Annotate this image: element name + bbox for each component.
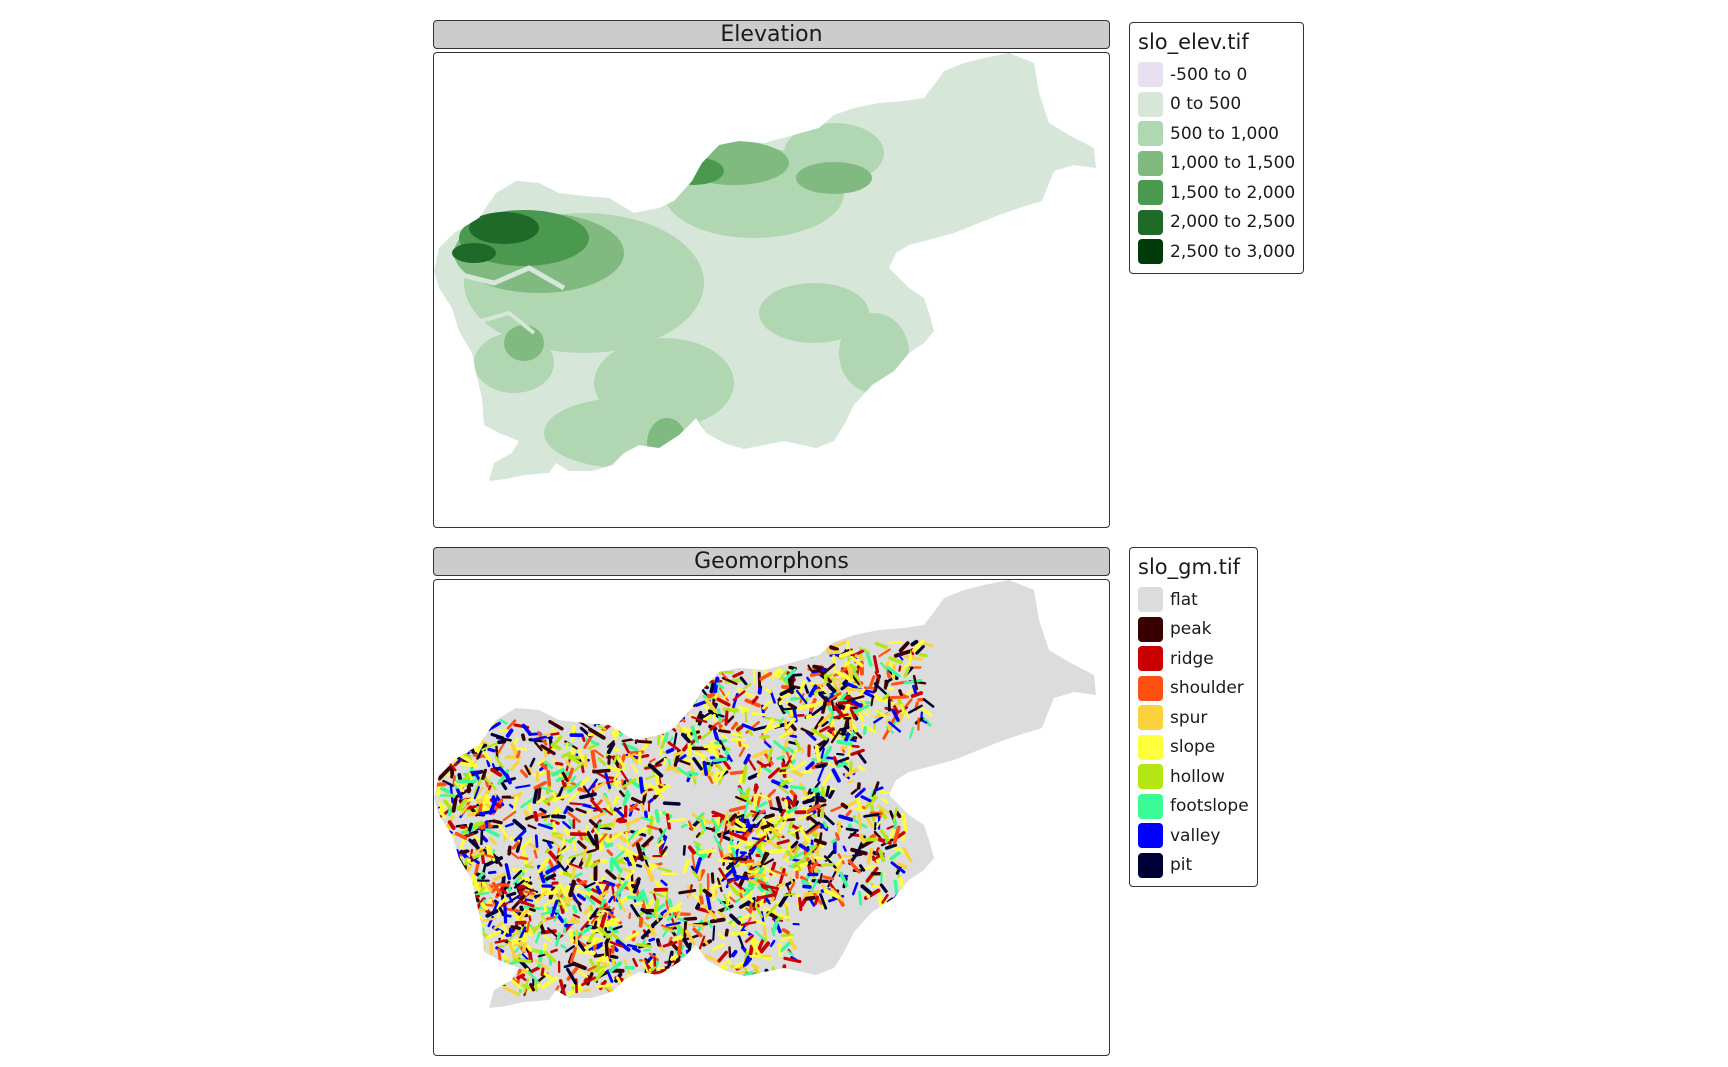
legend-item: ridge — [1138, 644, 1249, 674]
legend-swatch — [1138, 62, 1163, 88]
legend-swatch — [1138, 587, 1163, 613]
legend-label: 2,500 to 3,000 — [1170, 241, 1296, 262]
elevation-legend-title: slo_elev.tif — [1138, 30, 1249, 54]
legend-item: pit — [1138, 851, 1249, 881]
legend-swatch — [1138, 239, 1163, 265]
legend-swatch — [1138, 150, 1163, 176]
legend-swatch — [1138, 121, 1163, 147]
legend-swatch — [1138, 209, 1163, 235]
legend-swatch — [1138, 823, 1163, 849]
legend-label: ridge — [1170, 648, 1214, 669]
geomorphons-legend-title: slo_gm.tif — [1138, 555, 1241, 579]
legend-label: 0 to 500 — [1170, 94, 1242, 115]
legend-item: hollow — [1138, 762, 1249, 792]
legend-label: valley — [1170, 825, 1221, 846]
legend-swatch — [1138, 180, 1163, 206]
legend-swatch — [1138, 705, 1163, 731]
legend-item: peak — [1138, 615, 1249, 645]
legend-swatch — [1138, 852, 1163, 878]
legend-item: 2,000 to 2,500 — [1138, 208, 1295, 238]
legend-item: -500 to 0 — [1138, 60, 1295, 90]
elevation-raster — [434, 53, 1096, 481]
legend-label: footslope — [1170, 796, 1249, 817]
legend-swatch — [1138, 616, 1163, 642]
geomorphons-map — [433, 579, 1110, 1056]
legend-item: spur — [1138, 703, 1249, 733]
legend-swatch — [1138, 793, 1163, 819]
legend-label: 500 to 1,000 — [1170, 123, 1279, 144]
legend-item: 1,500 to 2,000 — [1138, 178, 1295, 208]
legend-swatch — [1138, 734, 1163, 760]
legend-label: shoulder — [1170, 678, 1244, 699]
legend-item: shoulder — [1138, 674, 1249, 704]
geomorphons-panel-title: Geomorphons — [433, 547, 1110, 576]
geomorphons-raster — [434, 580, 1096, 1008]
legend-label: spur — [1170, 707, 1208, 728]
legend-swatch — [1138, 91, 1163, 117]
legend-swatch — [1138, 764, 1163, 790]
legend-swatch — [1138, 675, 1163, 701]
legend-item: 500 to 1,000 — [1138, 119, 1295, 149]
geomorphons-legend: slo_gm.tif flat peak ridge shoulder spur slop… — [1129, 547, 1258, 887]
legend-item: footslope — [1138, 792, 1249, 822]
legend-item: 0 to 500 — [1138, 90, 1295, 120]
legend-label: -500 to 0 — [1170, 64, 1248, 85]
legend-item: slope — [1138, 733, 1249, 763]
elevation-legend: slo_elev.tif -500 to 0 0 to 500 500 to 1,0… — [1129, 22, 1305, 274]
legend-item: 1,000 to 1,500 — [1138, 149, 1295, 179]
legend-label: 1,000 to 1,500 — [1170, 153, 1296, 174]
legend-item: valley — [1138, 821, 1249, 851]
legend-label: flat — [1170, 589, 1198, 610]
legend-label: 1,500 to 2,000 — [1170, 182, 1296, 203]
legend-label: slope — [1170, 737, 1216, 758]
legend-label: peak — [1170, 619, 1212, 640]
legend-item: flat — [1138, 585, 1249, 615]
legend-label: 2,000 to 2,500 — [1170, 212, 1296, 233]
legend-swatch — [1138, 646, 1163, 672]
elevation-panel-title: Elevation — [433, 20, 1110, 49]
legend-label: hollow — [1170, 766, 1225, 787]
legend-label: pit — [1170, 855, 1193, 876]
elevation-map — [433, 52, 1110, 528]
legend-item: 2,500 to 3,000 — [1138, 237, 1295, 267]
